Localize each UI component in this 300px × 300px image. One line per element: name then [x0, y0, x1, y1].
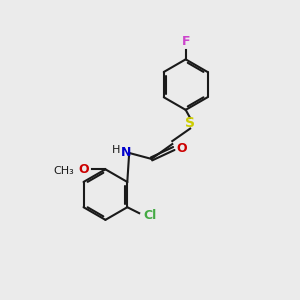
- Text: Cl: Cl: [144, 209, 157, 222]
- Text: O: O: [78, 163, 89, 176]
- Text: H: H: [112, 145, 120, 155]
- Text: N: N: [121, 146, 131, 160]
- Text: O: O: [176, 142, 187, 155]
- Text: S: S: [185, 116, 195, 130]
- Text: F: F: [182, 35, 190, 48]
- Text: CH₃: CH₃: [53, 166, 74, 176]
